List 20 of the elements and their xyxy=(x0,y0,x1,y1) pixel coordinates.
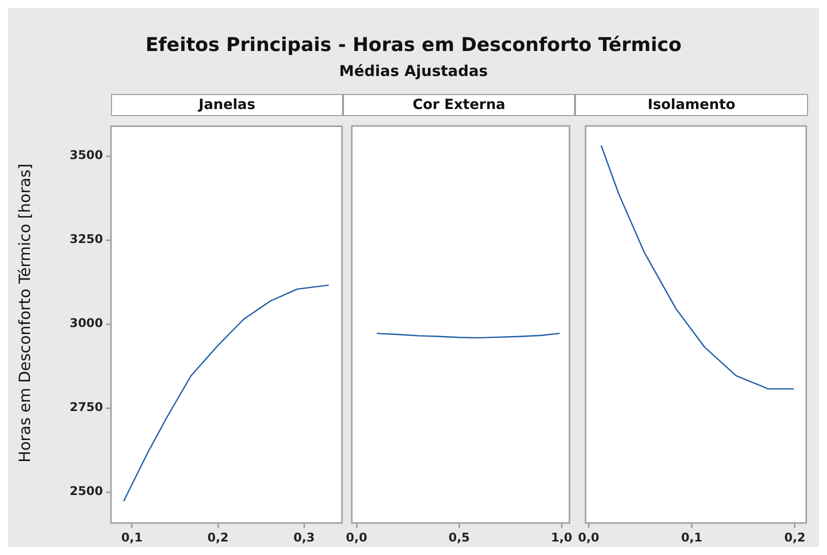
x-tick-label: 0,3 xyxy=(293,530,315,544)
y-tick-label: 3000 xyxy=(70,316,103,330)
x-tick-label: 1,0 xyxy=(551,530,572,544)
x-tick-label: 0,1 xyxy=(681,530,702,544)
y-tick-label: 2500 xyxy=(70,484,103,498)
y-tick-label: 3250 xyxy=(70,232,103,246)
x-axis-title: Cor Externa xyxy=(343,94,575,116)
y-axis-title: Horas em Desconforto Térmico [horas] xyxy=(16,162,35,464)
x-axis-title: Janelas xyxy=(111,94,343,116)
x-tick-label: 0,2 xyxy=(207,530,229,544)
y-tick-label: 3500 xyxy=(70,148,103,162)
x-tick-label: 0,5 xyxy=(448,530,470,544)
x-tick-label: 0,0 xyxy=(346,530,368,544)
y-tick-label: 2750 xyxy=(70,400,103,414)
chart-subtitle: Médias Ajustadas xyxy=(338,62,489,80)
text: Efeitos Principais - Horas em Desconforto Térmico xyxy=(144,34,683,56)
x-tick-label: 0,2 xyxy=(784,530,806,544)
x-axis-title: Isolamento xyxy=(575,94,808,116)
x-tick-label: 0,1 xyxy=(121,530,143,544)
x-tick-label: 0,0 xyxy=(578,530,600,544)
